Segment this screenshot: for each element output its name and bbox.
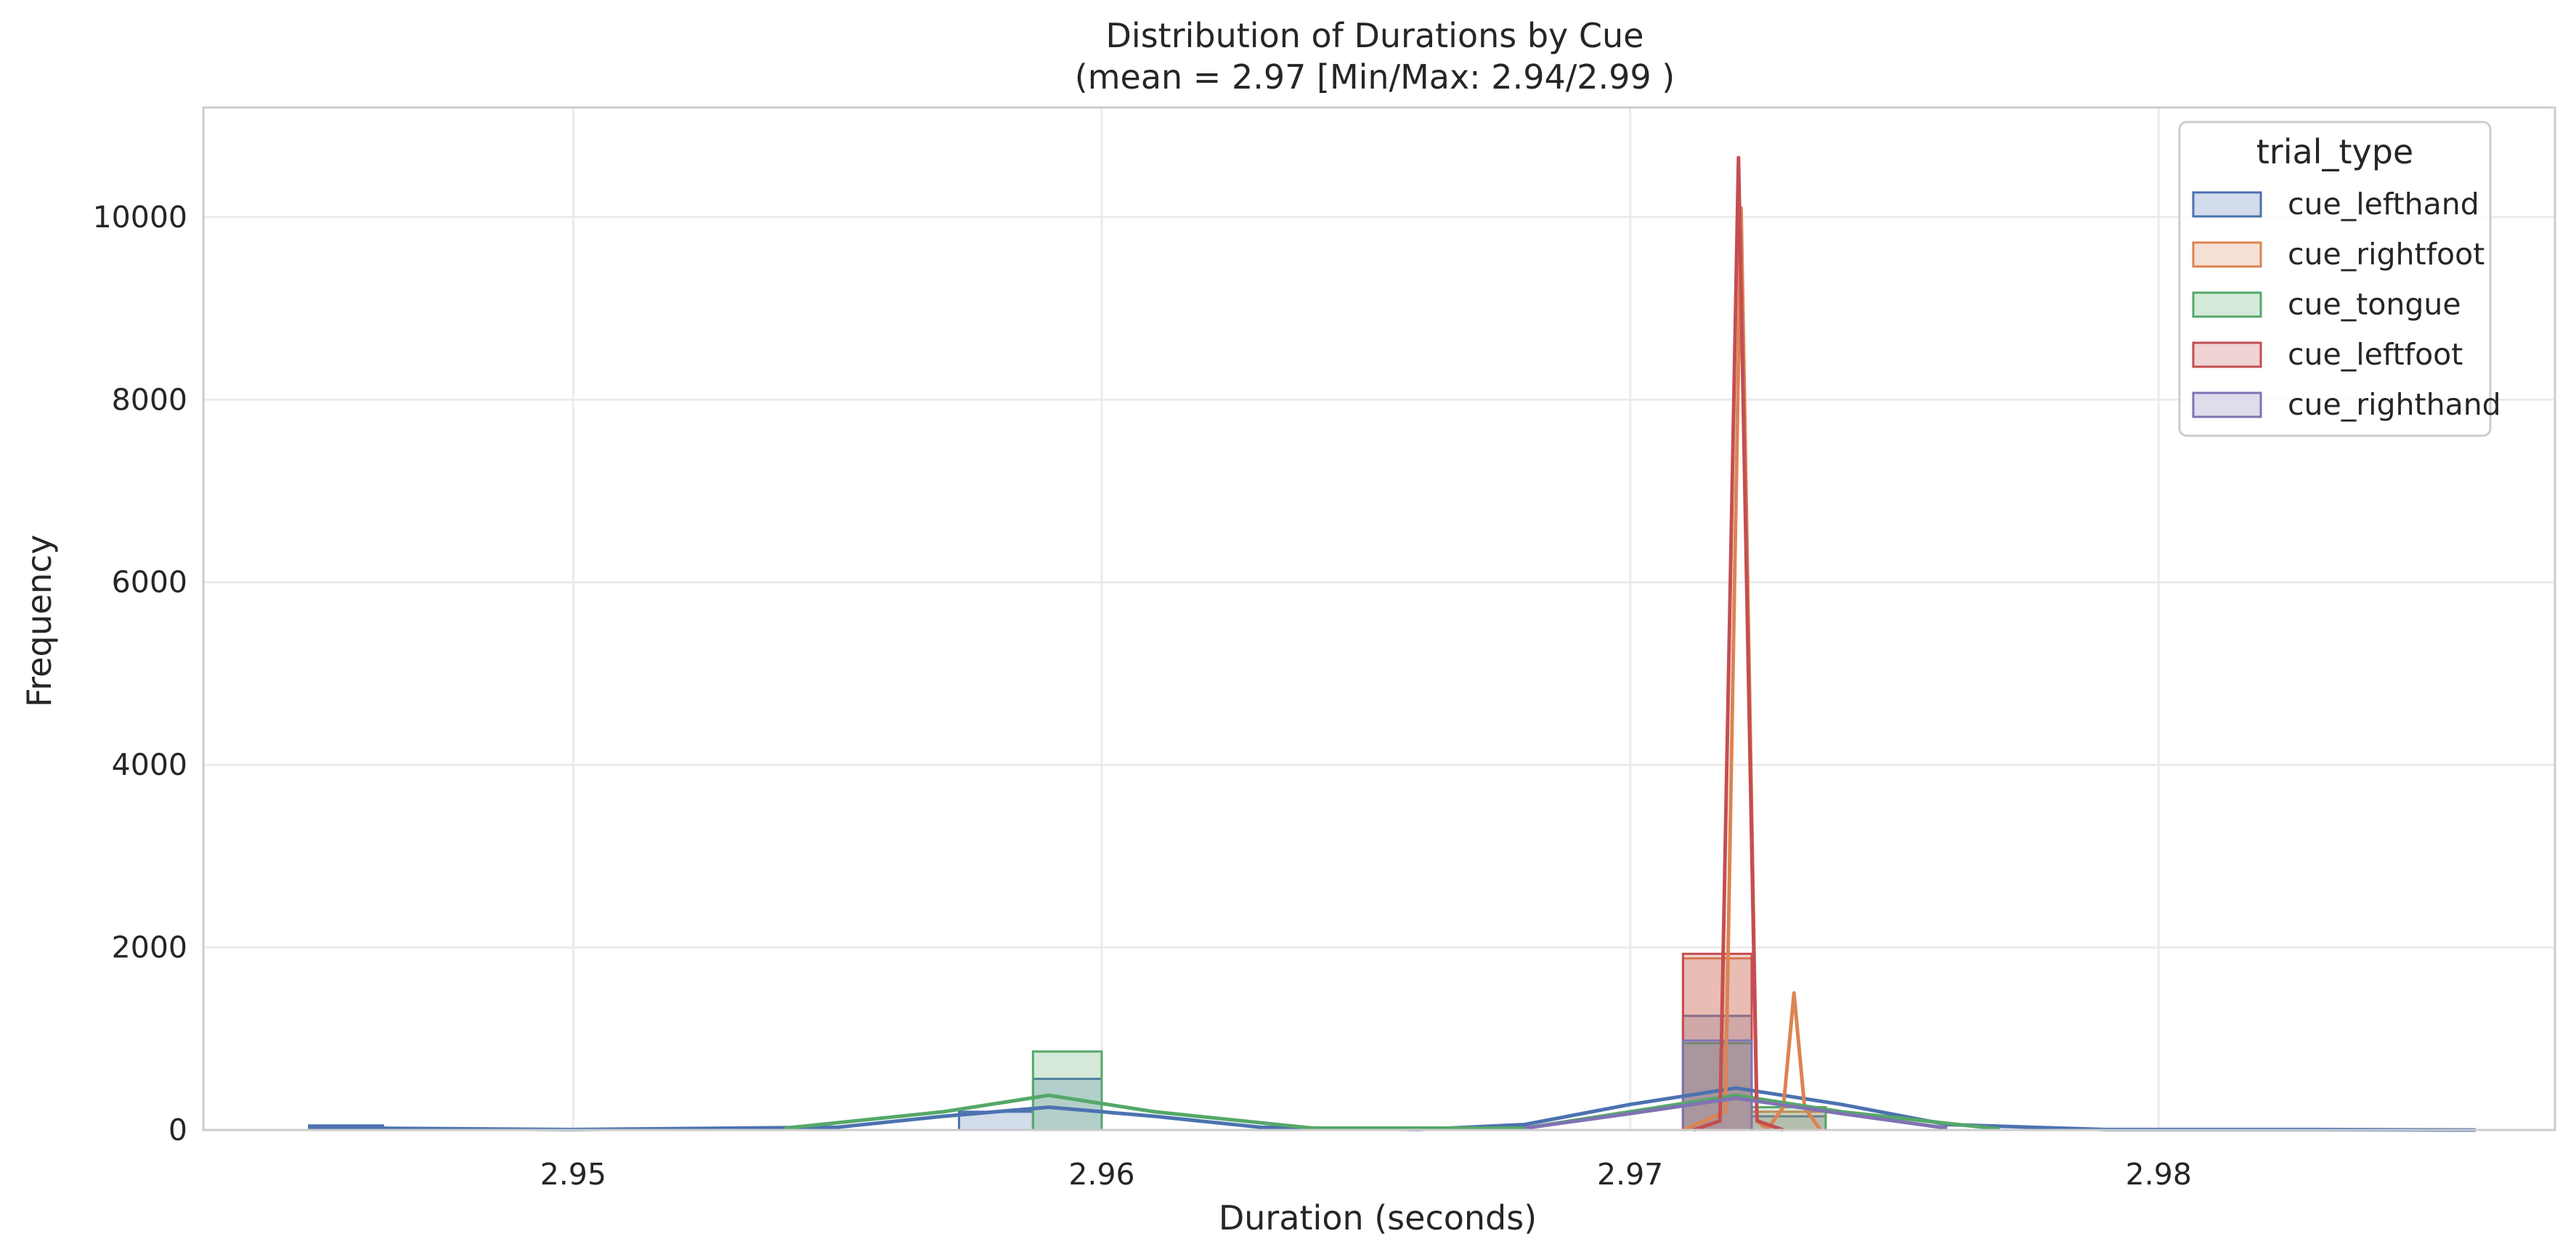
x-tick-label: 2.98 — [2126, 1157, 2192, 1192]
y-tick-label: 10000 — [93, 200, 187, 235]
y-axis-label: Frequency — [20, 535, 59, 707]
legend: trial_type cue_lefthandcue_rightfootcue_… — [2178, 121, 2501, 437]
y-tick-label: 0 — [168, 1113, 187, 1147]
legend-label-cue_righthand: cue_righthand — [2288, 387, 2501, 422]
legend-title: trial_type — [2256, 132, 2413, 171]
kde-line-cue_tongue — [784, 1093, 2001, 1131]
legend-swatch-cue_righthand — [2192, 391, 2262, 418]
y-tick-label: 2000 — [112, 930, 187, 965]
chart-subtitle: (mean = 2.97 [Min/Max: 2.94/2.99 ) — [1075, 57, 1675, 97]
y-tick-label: 8000 — [112, 382, 187, 417]
legend-swatch-cue_leftfoot — [2192, 341, 2262, 368]
histogram-bar-cue_tongue — [1031, 1050, 1103, 1131]
kde-curves — [309, 155, 2476, 1132]
legend-swatch-cue_rightfoot — [2192, 241, 2262, 268]
legend-label-cue_rightfoot: cue_rightfoot — [2288, 237, 2484, 272]
x-tick-label: 2.97 — [1597, 1157, 1663, 1192]
plot-frame — [202, 106, 2556, 1131]
histogram-bars — [308, 952, 1827, 1131]
legend-entries: cue_lefthand cue_rightfoot cue_tongue cue_l… — [2192, 187, 2501, 422]
x-axis-label: Duration (seconds) — [1219, 1198, 1537, 1237]
kde-line-cue_righthand — [1524, 1096, 1948, 1130]
x-tick-label: 2.95 — [540, 1157, 606, 1192]
x-tick-label: 2.96 — [1068, 1157, 1134, 1192]
grid — [203, 107, 2555, 1131]
kde-line-cue_leftfoot — [1693, 155, 1784, 1132]
legend-box — [2178, 121, 2492, 437]
tick-labels: 2.95 2.96 2.97 2.98 0 2000 4000 6000 8000 10000 — [93, 200, 2192, 1192]
legend-label-cue_tongue: cue_tongue — [2288, 287, 2461, 322]
legend-swatch-cue_lefthand — [2192, 191, 2262, 218]
legend-label-cue_leftfoot: cue_leftfoot — [2288, 337, 2463, 372]
y-tick-label: 6000 — [112, 565, 187, 600]
histogram-bar-cue_lefthand — [1681, 1015, 1753, 1131]
legend-swatch-cue_tongue — [2192, 291, 2262, 318]
legend-label-cue_lefthand: cue_lefthand — [2288, 187, 2479, 221]
chart-title: Distribution of Durations by Cue — [1106, 16, 1644, 55]
y-tick-label: 4000 — [112, 747, 187, 782]
